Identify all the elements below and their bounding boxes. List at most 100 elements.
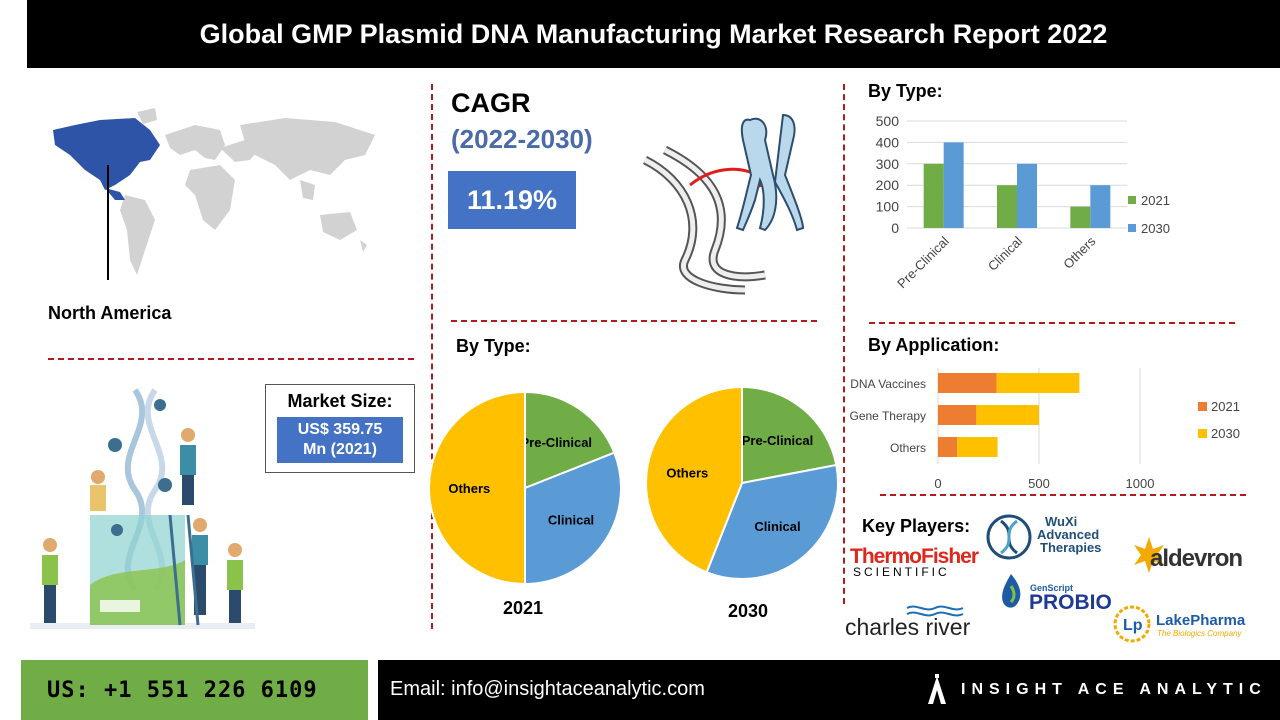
lakepharma-logo-icon: Lp [1113, 605, 1151, 643]
wuxi-logo-icon [986, 514, 1032, 560]
application-bar-chart: 0 500 1000 DNA Vaccines Gene Therapy Others 20… [850, 368, 1240, 491]
pie-slice-label: Clinical [754, 519, 800, 534]
dna-chromosome-illustration [642, 113, 805, 295]
thermofisher-logo-sub: SCIENTIFIC [853, 565, 950, 579]
aldevron-logo-icon [1134, 537, 1164, 573]
divider-cagr [451, 320, 817, 322]
type-chart-legend-label: 2030 [1141, 221, 1170, 236]
divider-right [843, 84, 845, 604]
pie-slice [524, 390, 616, 490]
footer-phone[interactable]: US: +1 551 226 6109 [47, 677, 318, 703]
world-map [53, 108, 375, 275]
cagr-period: (2022-2030) [451, 124, 593, 154]
wuxi-line2: Advanced [1037, 527, 1100, 542]
type-chart-ytick: 100 [876, 199, 900, 215]
pie-2021-title: 2021 [503, 598, 544, 618]
thermofisher-logo: ThermoFisher [850, 545, 979, 568]
cagr-value-box: 11.19% [448, 171, 576, 229]
svg-text:Lp: Lp [1123, 617, 1143, 634]
charles-river-logo: charles river [845, 614, 971, 640]
north-america-highlight [53, 118, 160, 190]
lakepharma-tagline: The Biologics Company [1157, 629, 1242, 638]
pie-chart-2021: Pre-Clinical Clinical Others [428, 390, 622, 586]
type-chart-bar [1070, 206, 1091, 228]
application-chart-bar [938, 437, 958, 457]
market-size-box: Market Size: US$ 359.75 Mn (2021) [265, 384, 415, 473]
charles-river-waves-icon [906, 605, 964, 617]
pie-slice [524, 451, 622, 586]
type-chart-ytick: 400 [876, 134, 900, 150]
map-pointer-line [107, 165, 109, 280]
insight-ace-logo-icon [928, 674, 946, 704]
market-size-value: US$ 359.75 Mn (2021) [277, 417, 403, 463]
pie-section-title: By Type: [456, 336, 531, 356]
application-chart-bar [957, 437, 998, 457]
application-chart-title: By Application: [868, 335, 1000, 355]
application-chart-legend-swatch [1198, 429, 1207, 438]
application-chart-legend-label: 2030 [1211, 426, 1240, 441]
region-label: North America [48, 303, 172, 323]
divider-region [48, 358, 414, 360]
footer-phone-bar: US: +1 551 226 6109 [21, 660, 368, 720]
cagr-value: 11.19% [466, 184, 558, 215]
pie-slice [741, 385, 838, 485]
lakepharma-logo: LakePharma [1156, 612, 1246, 629]
application-chart-xtick: 0 [934, 476, 941, 491]
pie-slice [705, 463, 839, 580]
type-chart-xtick: Clinical [985, 233, 1025, 273]
type-chart-ytick: 300 [876, 156, 900, 172]
application-chart-bar [976, 405, 1039, 425]
cagr-title: CAGR [451, 88, 531, 118]
pie-slice-label: Others [448, 481, 490, 496]
pie-2030-title: 2030 [728, 601, 769, 621]
market-size-value-line1: US$ 359.75 [297, 421, 383, 438]
research-illustration [30, 388, 255, 629]
type-chart-ytick: 200 [876, 177, 900, 193]
pie-chart-2030: Pre-Clinical Clinical Others [645, 385, 839, 580]
type-chart-ytick: 500 [876, 113, 900, 129]
application-chart-legend-swatch [1198, 402, 1207, 411]
type-chart-bar [1090, 185, 1111, 228]
pie-slice-label: Others [666, 466, 708, 481]
footer-brand: INSIGHT ACE ANALYTIC [961, 681, 1267, 698]
probio-logo: PROBIO [1029, 591, 1112, 614]
type-chart-bar [1017, 163, 1037, 228]
pie-slice-label: Clinical [548, 512, 594, 527]
page-title-text: Global GMP Plasmid DNA Manufacturing Mar… [199, 18, 1108, 49]
wuxi-line1: WuXi [1045, 514, 1078, 529]
key-players-title: Key Players: [862, 516, 971, 536]
application-chart-ytick: Gene Therapy [850, 409, 927, 423]
footer-contact-bar: Email: info@insightaceanalytic.com INSIG… [378, 660, 1280, 720]
wuxi-logo-text: WuXi Advanced Therapies [1037, 514, 1101, 554]
application-chart-xtick: 500 [1028, 476, 1050, 491]
genscript-logo-icon [1002, 574, 1021, 608]
application-chart-legend-label: 2021 [1211, 399, 1240, 414]
footer-email[interactable]: Email: info@insightaceanalytic.com [390, 678, 705, 700]
divider-type-chart [869, 322, 1235, 324]
divider-application-chart [880, 494, 1246, 496]
type-chart-ytick: 0 [891, 220, 899, 236]
application-chart-xtick: 1000 [1126, 476, 1155, 491]
application-chart-bar [996, 373, 1080, 393]
pie-slice [645, 385, 743, 574]
application-chart-ytick: Others [890, 441, 926, 455]
aldevron-logo: aldevron [1150, 545, 1243, 572]
pie-slice [428, 390, 526, 586]
type-chart-xtick: Others [1060, 233, 1099, 272]
type-chart-bar [923, 163, 944, 228]
type-chart-bar [997, 185, 1017, 228]
type-chart-title: By Type: [868, 81, 943, 101]
divider-left [431, 84, 433, 629]
application-chart-bar [938, 373, 997, 393]
pie-slice-label: Pre-Clinical [521, 435, 593, 450]
type-chart-legend-label: 2021 [1141, 193, 1170, 208]
type-chart-legend-swatch [1128, 196, 1136, 204]
type-chart-legend-swatch [1128, 224, 1136, 232]
application-chart-ytick: DNA Vaccines [850, 377, 926, 391]
type-chart-xtick: Pre-Clinical [894, 233, 952, 291]
type-chart-bar [943, 142, 964, 228]
wuxi-line3: Therapies [1040, 540, 1102, 555]
application-chart-bar [938, 405, 977, 425]
genscript-text: GenScript [1030, 583, 1074, 593]
type-bar-chart: 0 100 200 300 400 500 Pre-Clinical Clinical Othe… [876, 113, 1170, 291]
